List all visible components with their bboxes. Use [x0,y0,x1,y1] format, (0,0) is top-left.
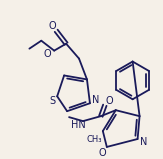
Text: S: S [49,96,55,106]
Text: CH₃: CH₃ [86,135,102,145]
Text: HN: HN [71,120,85,130]
Text: N: N [140,137,147,147]
Text: O: O [98,148,106,158]
Text: O: O [106,96,114,106]
Text: O: O [43,49,51,59]
Text: N: N [92,95,100,105]
Text: O: O [48,21,56,31]
